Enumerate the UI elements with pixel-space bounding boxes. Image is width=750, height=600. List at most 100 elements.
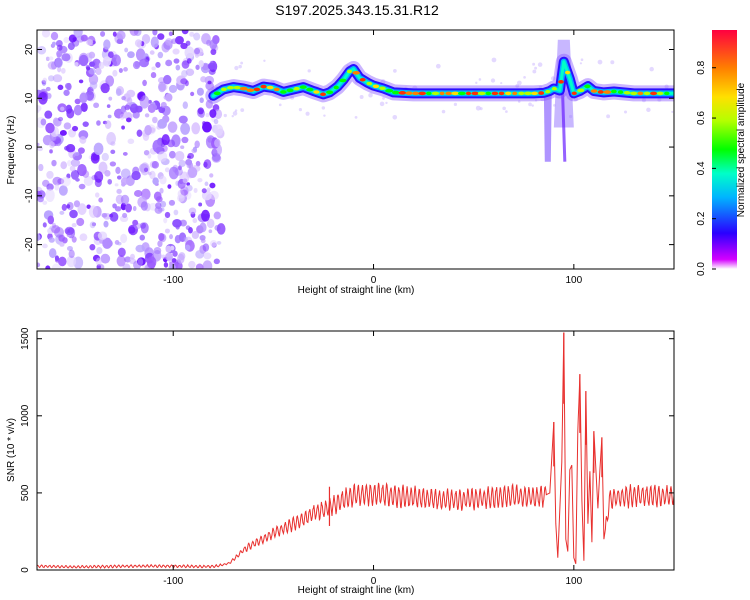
noise-speckle-dot [104, 120, 112, 129]
noise-speckle-dot [41, 30, 51, 38]
noise-speckle-dot [214, 138, 221, 148]
noise-speckle-dot [131, 170, 141, 181]
ridge-hotspot [313, 90, 320, 94]
noise-speckle-dot [307, 69, 311, 73]
ridge-hotspot [650, 91, 658, 96]
noise-speckle-dot [158, 81, 166, 93]
ridge-hotspot [630, 91, 638, 96]
noise-speckle-dot [263, 59, 266, 63]
noise-speckle-dot [180, 145, 185, 149]
ridge-hotspot [603, 90, 612, 94]
noise-speckle-dot [66, 160, 72, 167]
ridge-hotspot [498, 91, 505, 96]
noise-speckle-dot [171, 38, 177, 45]
ridge-hotspot [471, 91, 479, 96]
noise-speckle-dot [392, 114, 398, 120]
noise-speckle-dot [579, 62, 583, 65]
colorbar-tick-label: 0.8 [696, 60, 707, 74]
noise-speckle-dot [664, 84, 669, 89]
noise-speckle-dot [610, 60, 615, 65]
noise-speckle-dot [79, 233, 88, 242]
noise-speckle-dot [168, 199, 176, 206]
top-x-axis-label: Height of straight line (km) [298, 285, 415, 296]
noise-speckle-dot [42, 77, 48, 83]
noise-speckle-dot [50, 31, 59, 41]
noise-speckle-dot [119, 113, 125, 120]
noise-speckle-dot [278, 103, 282, 107]
noise-speckle-dot [202, 260, 213, 269]
noise-speckle-dot [60, 161, 68, 170]
noise-speckle-dot [354, 115, 358, 119]
noise-speckle-dot [232, 111, 238, 116]
noise-speckle-dot [60, 67, 66, 74]
noise-speckle-dot [49, 141, 55, 149]
noise-speckle-dot [51, 263, 62, 269]
noise-speckle-dot [171, 258, 177, 263]
noise-speckle-dot [42, 222, 47, 228]
noise-speckle-dot [135, 244, 145, 253]
noise-speckle-dot [49, 226, 54, 230]
spectrogram-frame [36, 29, 675, 270]
ridge-hotspot [558, 80, 564, 84]
noise-speckle-dot [143, 167, 149, 172]
noise-speckle-dot [379, 101, 385, 107]
ridge-hotspot [584, 84, 591, 89]
noise-speckle-dot [163, 217, 168, 224]
noise-speckle-dot [147, 171, 152, 176]
noise-speckle-dot [151, 66, 156, 71]
noise-speckle-dot [194, 140, 200, 149]
noise-speckle-dot [187, 152, 194, 159]
noise-speckle-dot [122, 263, 131, 269]
ridge-hotspot [346, 69, 353, 74]
noise-speckle-dot [49, 149, 53, 154]
noise-speckle-dot [59, 210, 65, 215]
ridge-hotspot [551, 86, 557, 91]
noise-speckle-dot [125, 203, 132, 213]
noise-speckle-dot [111, 54, 122, 67]
noise-speckle-dot [59, 242, 65, 247]
noise-speckle-dot [64, 82, 71, 90]
noise-speckle-dot [47, 215, 55, 225]
ridge-hotspot [617, 90, 624, 94]
noise-speckle-dot [80, 102, 88, 113]
ridge-hotspot [320, 92, 327, 97]
noise-speckle-dot [114, 183, 119, 187]
noise-speckle-dot [164, 228, 170, 234]
noise-speckle-dot [168, 166, 179, 180]
noise-speckle-dot [580, 58, 584, 62]
noise-speckle-dot [45, 265, 51, 269]
bottom-y-tick-label: 500 [20, 484, 31, 501]
noise-speckle-dot [178, 160, 186, 168]
noise-speckle-dot [491, 57, 497, 63]
noise-speckle-dot [441, 109, 446, 114]
top-x-tick-label: 100 [565, 275, 582, 286]
noise-speckle-dot [101, 152, 109, 162]
ridge-hotspot [280, 90, 287, 94]
ridge-hotspot [253, 87, 261, 92]
top-y-tick-label: 0 [24, 144, 35, 150]
noise-speckle-dot [90, 153, 100, 164]
noise-speckle-dot [129, 257, 134, 261]
colorbar-tick-label: 0.6 [696, 111, 707, 125]
noise-speckle-dot [214, 124, 224, 137]
noise-speckle-dot [152, 139, 163, 153]
noise-speckle-dot [205, 99, 213, 109]
noise-speckle-dot [132, 219, 139, 226]
noise-speckle-dot [671, 110, 674, 113]
noise-speckle-dot [41, 79, 46, 85]
noise-speckle-dot [48, 56, 54, 61]
ridge-hotspot [326, 90, 334, 95]
noise-speckle-dot [92, 58, 101, 70]
bottom-y-ticks: 0 500 1000 1500 [20, 327, 674, 573]
noise-speckle-dot [106, 132, 117, 146]
noise-speckle-dot [174, 234, 182, 244]
noise-speckle-dot [159, 175, 167, 185]
noise-speckle-dot [168, 84, 178, 93]
top-x-tick-label: 0 [371, 275, 377, 286]
noise-speckle-dot [157, 33, 165, 40]
noise-speckle-dot [113, 108, 124, 119]
noise-speckle-dot [142, 79, 147, 87]
noise-speckle-dot [134, 189, 143, 197]
noise-speckle-dot [69, 209, 78, 219]
